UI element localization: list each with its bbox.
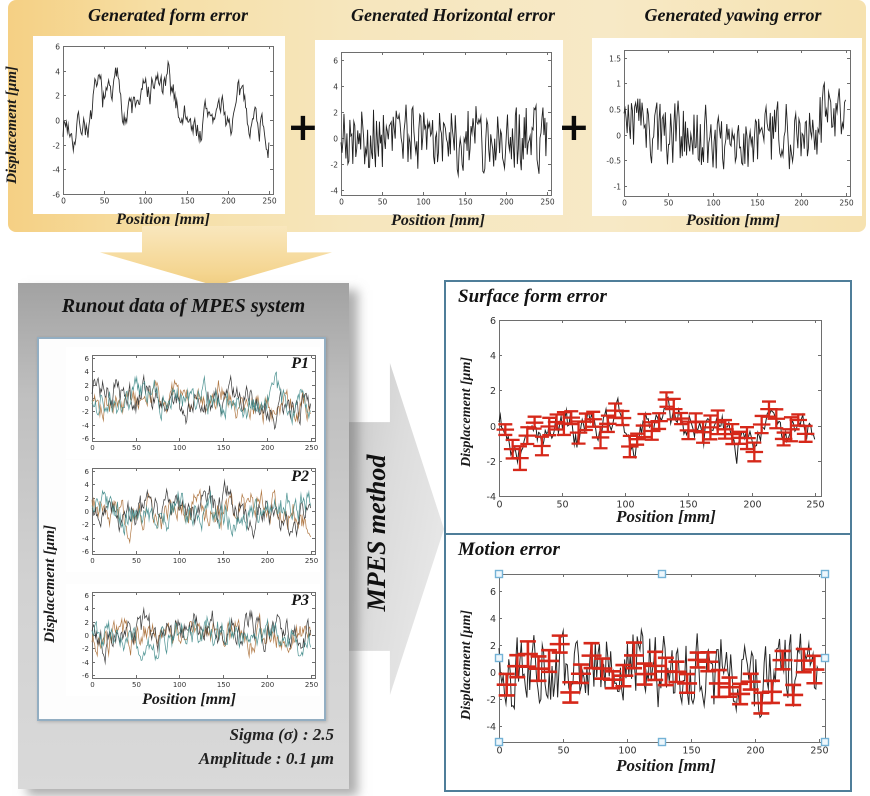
generated-horizontal-error-title: Generated Horizontal error xyxy=(350,5,555,25)
motion-error-chart xyxy=(454,567,846,757)
motion-ylabel: Displacement [μm] xyxy=(459,609,474,721)
surface-xlabel: Position [mm] xyxy=(616,507,716,526)
generated-yawing-error-chart xyxy=(592,38,862,216)
runout-xlabel: Position [mm] xyxy=(142,691,236,708)
runout-p2-label: P2 xyxy=(291,468,309,485)
generated-form-error-chart xyxy=(33,36,285,214)
plus-icon: + xyxy=(287,105,319,149)
motion-xlabel: Position [mm] xyxy=(616,756,716,775)
surface-form-error-title: Surface form error xyxy=(458,286,607,307)
generated-errors-band: Generated form error Displacement [μm] P… xyxy=(4,0,866,232)
surface-form-error-chart xyxy=(454,312,842,508)
runout-p1-label: P1 xyxy=(291,355,309,372)
runout-p2-chart xyxy=(66,460,320,572)
generated-horizontal-error-chart-box xyxy=(315,40,563,215)
runout-p3-chart xyxy=(66,584,320,696)
runout-title: Runout data of MPES system xyxy=(61,295,306,317)
flow-arrow-down xyxy=(100,226,332,286)
generated-form-error-xlabel: Position [mm] xyxy=(116,211,210,228)
generated-horizontal-error-xlabel: Position [mm] xyxy=(391,212,485,229)
amplitude-value: Amplitude : 0.1 μm xyxy=(198,749,334,768)
generated-form-error-title: Generated form error xyxy=(88,5,248,25)
generated-yawing-error-chart-box xyxy=(592,38,862,216)
runout-p1-chart xyxy=(66,347,320,459)
generated-form-error-ylabel-wrap: Displacement [μm] xyxy=(1,36,23,214)
sigma-value: Sigma (σ) : 2.5 xyxy=(229,725,334,744)
motion-ylabel-wrap: Displacement [μm] xyxy=(456,590,478,740)
motion-error-panel: Motion error Displacement [μm] Position … xyxy=(444,533,852,792)
surface-ylabel-wrap: Displacement [μm] xyxy=(456,332,478,492)
runout-panel: Runout data of MPES system Displacement … xyxy=(18,283,349,789)
generated-yawing-error-title: Generated yawing error xyxy=(644,5,822,25)
mpes-method-label: MPES method xyxy=(362,454,391,612)
generated-yawing-error-xlabel: Position [mm] xyxy=(686,212,780,229)
runout-inner-panel: Displacement [μm] P1 P2 P3 Position [mm] xyxy=(37,337,326,721)
surface-ylabel: Displacement [μm] xyxy=(459,356,474,468)
generated-form-error-ylabel: Displacement [μm] xyxy=(3,66,20,184)
generated-horizontal-error-chart xyxy=(315,40,563,215)
generated-form-error-chart-box xyxy=(33,36,285,214)
runout-ylabel: Displacement [μm] xyxy=(41,525,58,643)
runout-ylabel-wrap: Displacement [μm] xyxy=(40,454,60,714)
runout-p3-label: P3 xyxy=(291,592,309,609)
surface-form-error-panel: Surface form error Displacement [μm] Pos… xyxy=(444,280,852,535)
motion-error-title: Motion error xyxy=(458,539,560,560)
plus-icon: + xyxy=(558,105,590,149)
